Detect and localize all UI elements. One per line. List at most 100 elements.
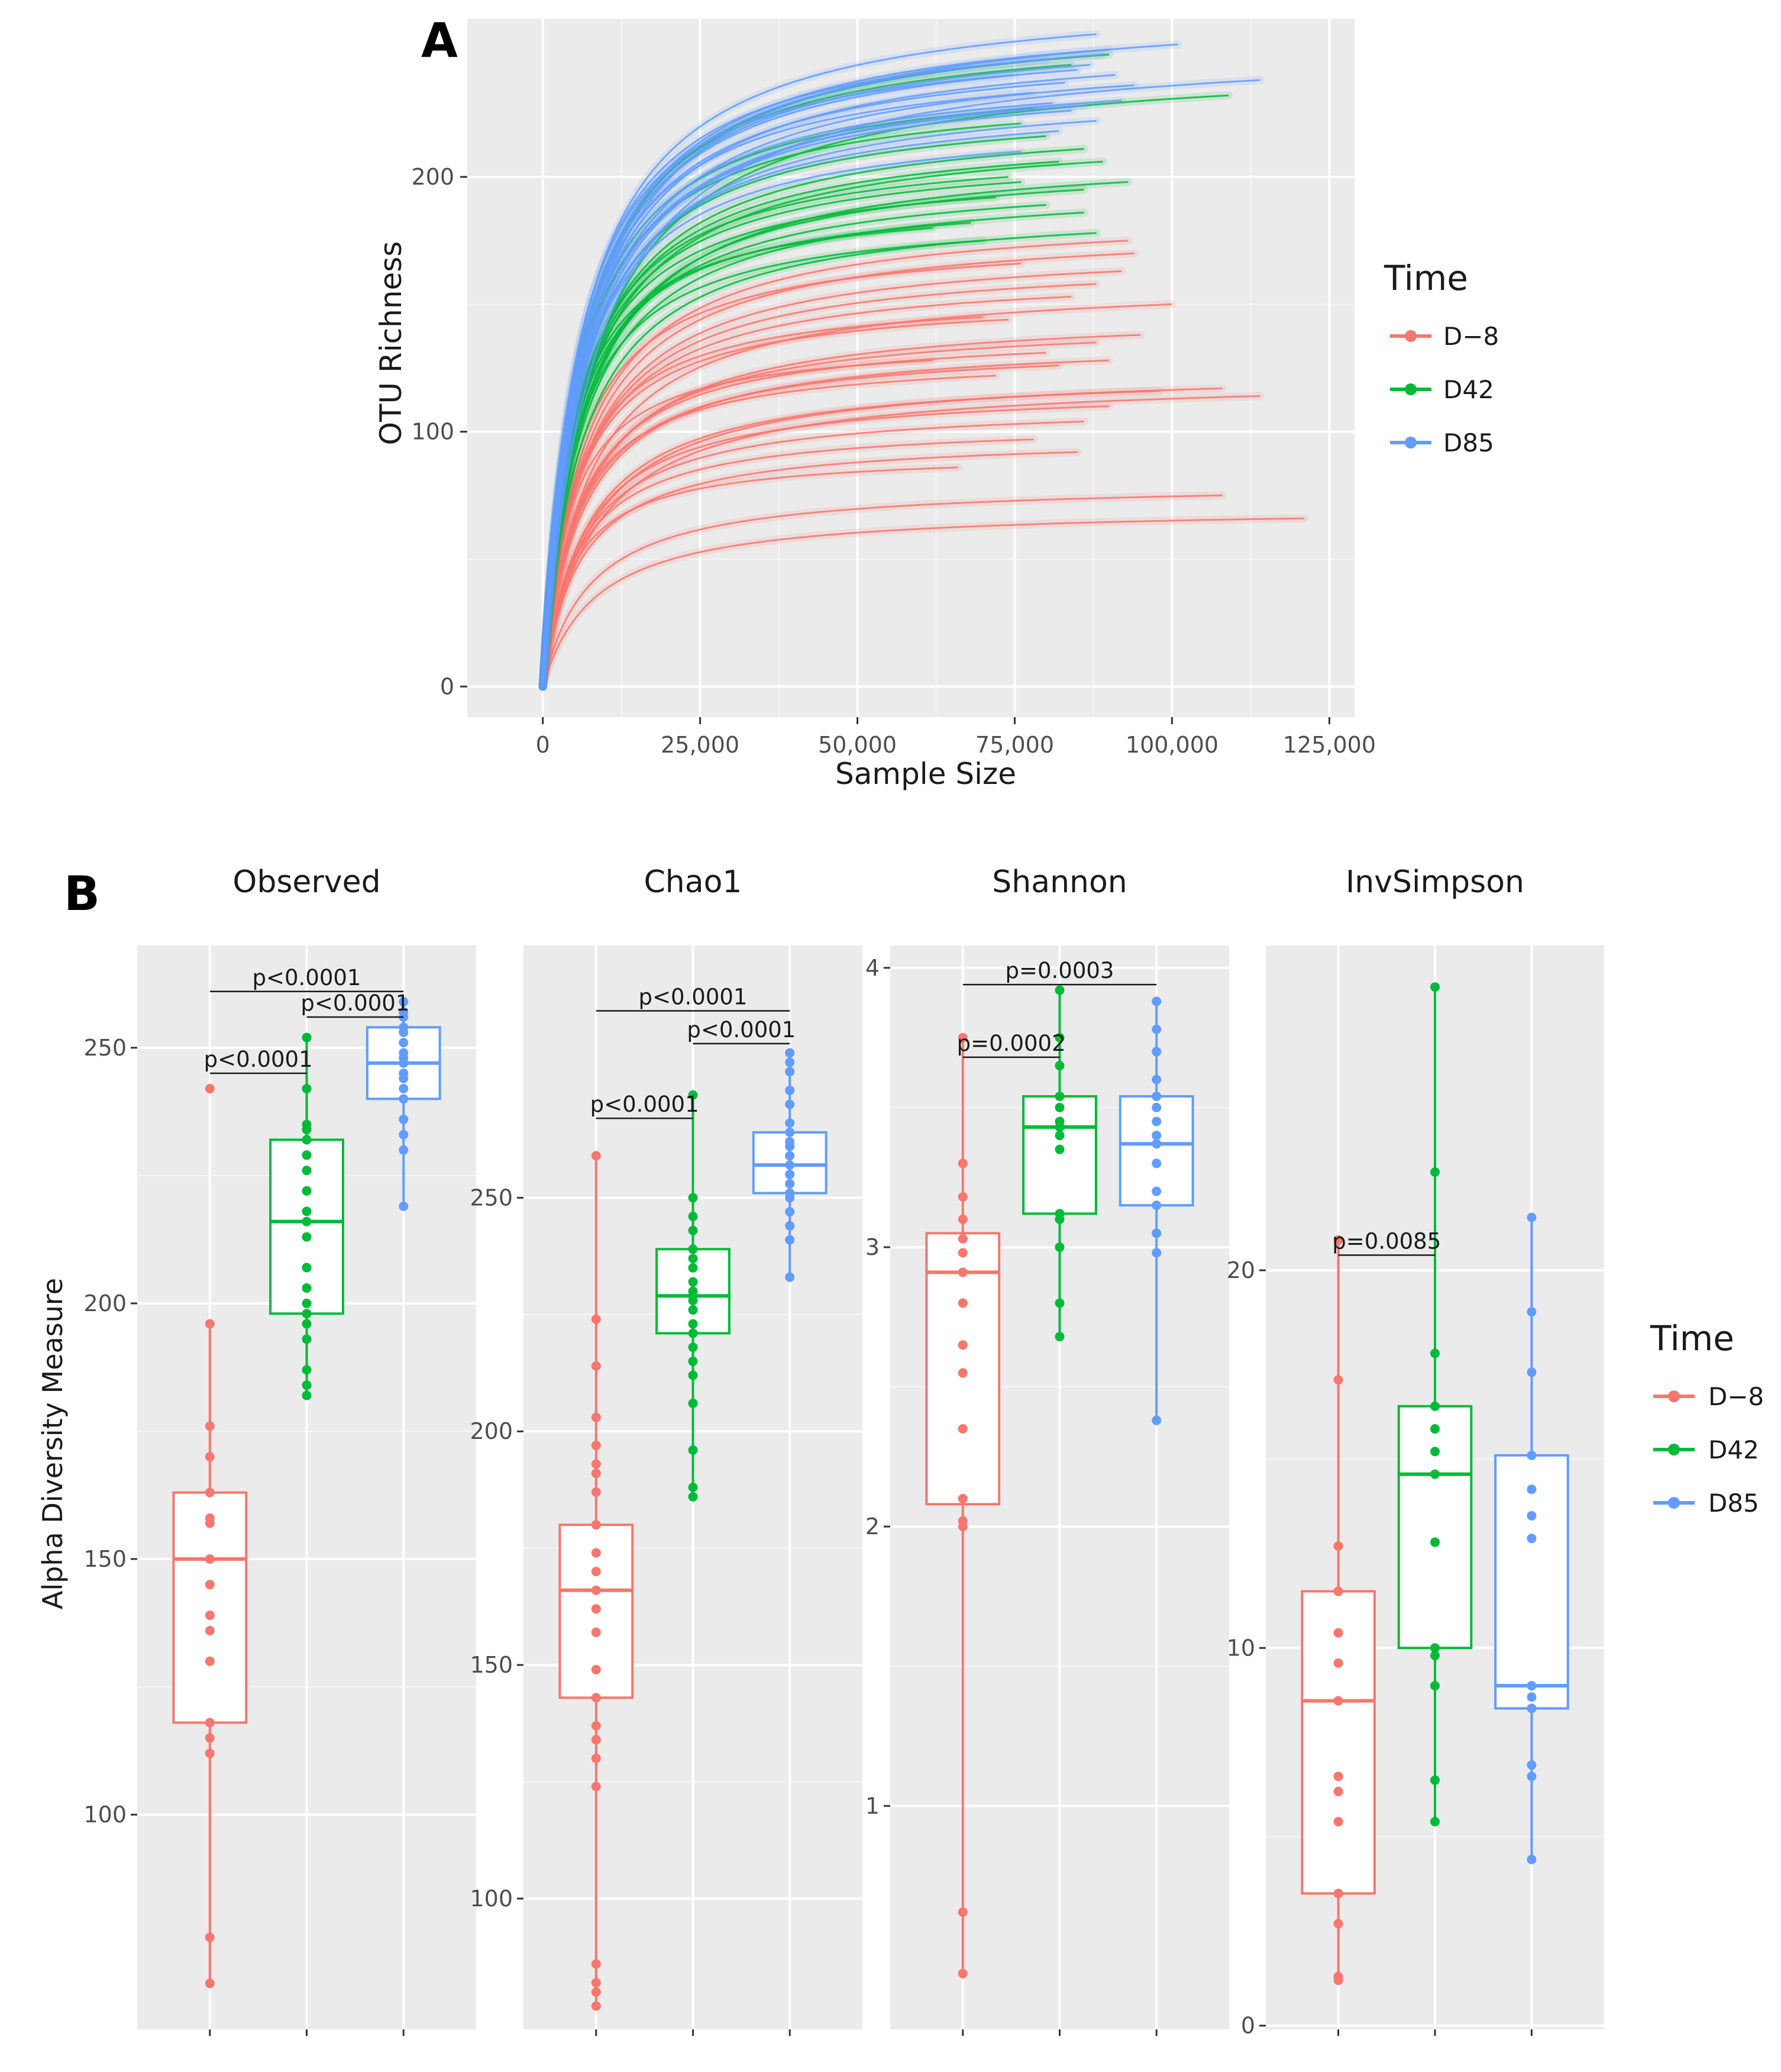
p-value-label: p<0.0001 xyxy=(687,1017,796,1043)
data-point xyxy=(958,1368,968,1378)
data-point xyxy=(591,2001,601,2011)
x-tick-label: 25,000 xyxy=(661,732,739,758)
data-point xyxy=(1430,1537,1440,1547)
data-point xyxy=(785,1160,795,1170)
data-point xyxy=(1527,1212,1537,1222)
data-point xyxy=(302,1150,312,1160)
rarefaction-curve-d85 xyxy=(542,120,1097,687)
y-tick-label: 200 xyxy=(411,164,454,190)
rarefaction-curve-d-8 xyxy=(542,517,1304,687)
data-point xyxy=(399,1022,409,1032)
data-point xyxy=(1430,1424,1440,1434)
facet-title: Chao1 xyxy=(644,864,742,900)
box-d-8 xyxy=(558,1151,634,2011)
data-point xyxy=(1527,1760,1537,1770)
data-point xyxy=(1333,1971,1343,1981)
x-tick-label: 0 xyxy=(536,732,550,758)
data-point xyxy=(1152,1248,1162,1258)
data-point xyxy=(1527,1484,1537,1495)
comparison-d-8-d85: p=0.0003 xyxy=(962,958,1157,986)
data-point xyxy=(688,1090,698,1100)
legend-b-item-d42: D42 xyxy=(1653,1435,1759,1464)
data-point xyxy=(1527,1307,1537,1317)
legend-b-dot-d-8 xyxy=(1668,1390,1680,1402)
data-point xyxy=(1430,1167,1440,1177)
data-point xyxy=(785,1221,795,1231)
rarefaction-curve-d-8 xyxy=(542,494,1223,687)
data-point xyxy=(399,997,409,1007)
facet-title: Observed xyxy=(232,864,380,900)
data-point xyxy=(302,1380,312,1390)
p-value-label: p<0.0001 xyxy=(590,1092,699,1117)
data-point xyxy=(1527,1771,1537,1781)
data-point xyxy=(785,1099,795,1109)
data-point xyxy=(1333,1586,1343,1596)
box-d42 xyxy=(1022,985,1097,1342)
data-point xyxy=(1055,1116,1065,1127)
box-d42 xyxy=(269,1032,344,1400)
data-point xyxy=(688,1193,698,1203)
data-point xyxy=(302,1334,312,1344)
data-point xyxy=(302,1298,312,1308)
data-point xyxy=(688,1356,698,1366)
data-point xyxy=(302,1319,312,1329)
rarefaction-plot: A 0 25,000 50,000 75,000 100,000 125,000 0 100 2… xyxy=(374,13,1376,791)
legend-a-item-d-8: D−8 xyxy=(1390,322,1499,351)
data-point xyxy=(302,1119,312,1129)
data-point xyxy=(591,1361,601,1371)
data-point xyxy=(1055,1144,1065,1154)
facet-title: Shannon xyxy=(992,864,1127,900)
data-point xyxy=(1430,1651,1440,1661)
data-point xyxy=(591,1567,601,1577)
p-value-label: p<0.0001 xyxy=(253,965,361,990)
data-point xyxy=(205,1319,215,1329)
data-point xyxy=(785,1207,795,1217)
p-value-label: p<0.0001 xyxy=(204,1047,313,1072)
rarefaction-curve-d-8 xyxy=(542,466,958,687)
data-point xyxy=(688,1398,698,1408)
data-point xyxy=(302,1032,312,1043)
data-point xyxy=(591,1781,601,1792)
data-point xyxy=(1055,1102,1065,1112)
data-point xyxy=(958,1424,968,1434)
data-point xyxy=(958,1298,968,1308)
comparison-d42-d85: p<0.0001 xyxy=(687,1017,796,1045)
data-point xyxy=(205,1452,215,1462)
data-point xyxy=(1152,1415,1162,1425)
data-point xyxy=(399,1201,409,1211)
comparison-d-8-d85: p<0.0001 xyxy=(209,965,404,993)
data-point xyxy=(1152,1200,1162,1211)
rarefaction-curve-d-8 xyxy=(542,451,1078,687)
data-point xyxy=(958,1248,968,1258)
x-tick-label: 125,000 xyxy=(1283,732,1376,758)
data-point xyxy=(205,1487,215,1497)
data-point xyxy=(1055,1061,1065,1071)
data-point xyxy=(958,1340,968,1350)
data-point xyxy=(688,1370,698,1380)
data-point xyxy=(302,1365,312,1375)
data-point xyxy=(205,1580,215,1590)
rarefaction-curve-d-8 xyxy=(542,364,1059,687)
rarefaction-curve-d-8 xyxy=(542,318,1009,687)
y-tick-label: 100 xyxy=(83,1802,127,1828)
rarefaction-axes: 0 25,000 50,000 75,000 100,000 125,000 0 100 200 xyxy=(411,164,1376,758)
legend-b-label-d85: D85 xyxy=(1708,1489,1759,1518)
data-point xyxy=(399,1114,409,1124)
data-point xyxy=(1152,1228,1162,1238)
data-point xyxy=(302,1216,312,1227)
data-point xyxy=(205,1979,215,1989)
data-point xyxy=(1055,1091,1065,1101)
data-point xyxy=(1152,1158,1162,1169)
data-point xyxy=(591,1314,601,1324)
data-point xyxy=(958,1234,968,1244)
facet-chao1: Chao1 100 150 200 250 p<0.0001 p<0.0001 p<0.000… xyxy=(470,864,862,2036)
data-point xyxy=(1430,1816,1440,1826)
data-point xyxy=(205,1932,215,1942)
box-d-8 xyxy=(1301,1235,1376,1986)
data-point xyxy=(1333,1919,1343,1929)
data-point xyxy=(1333,1541,1343,1551)
data-point xyxy=(958,1032,968,1043)
facet-title: InvSimpson xyxy=(1346,864,1524,900)
legend-a-label-d-8: D−8 xyxy=(1443,322,1499,351)
legend-a-item-d42: D42 xyxy=(1390,375,1494,404)
